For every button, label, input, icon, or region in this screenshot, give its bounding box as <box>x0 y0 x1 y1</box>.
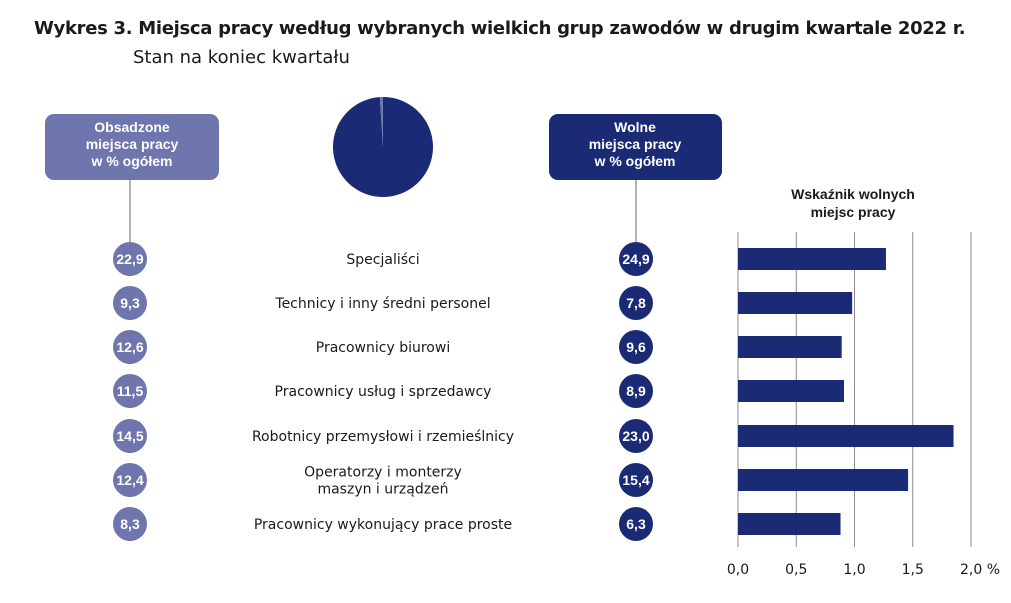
category-label: Specjaliści <box>346 252 419 268</box>
vacant-share-label: 7,8 <box>626 295 646 311</box>
category-label: Pracownicy biurowi <box>316 340 450 356</box>
x-tick-label: 2,0 % <box>960 562 1000 578</box>
vacancy-rate-title: miejsc pracy <box>811 204 896 220</box>
vacant-share-marker <box>619 419 653 453</box>
category-label: Pracownicy usług i sprzedawcy <box>275 384 492 400</box>
chart-title: Wykres 3. Miejsca pracy według wybranych… <box>34 18 966 39</box>
occupied-share-label: 12,6 <box>116 339 143 355</box>
vacancy-rate-bar <box>738 513 841 535</box>
vacant-share-label: 23,0 <box>622 428 649 444</box>
vacant-share-marker <box>619 374 653 408</box>
vacant-share-label: 8,9 <box>626 383 646 399</box>
occupied-share-marker <box>113 242 147 276</box>
occupied-share-marker <box>113 507 147 541</box>
occupied-share-marker <box>113 374 147 408</box>
vacant-share-marker <box>619 286 653 320</box>
category-label: Operatorzy i monterzy <box>304 465 462 481</box>
vacancy-rate-bar <box>738 469 909 491</box>
occupied-share-label: 14,5 <box>116 428 143 444</box>
vacancy-rate-bar <box>738 292 853 314</box>
vacancy-rate-bar <box>738 336 842 358</box>
x-tick-label: 0,0 <box>727 562 749 578</box>
occupied-header-box <box>45 114 219 180</box>
occupied-header-line: w % ogółem <box>91 153 173 169</box>
pie-slice-vacant <box>379 97 383 147</box>
x-tick-label: 1,0 <box>843 562 865 578</box>
vacant-header-line: w % ogółem <box>594 153 676 169</box>
vacancy-rate-bar <box>738 248 886 270</box>
vacant-share-marker <box>619 507 653 541</box>
vacant-share-label: 9,6 <box>626 339 646 355</box>
x-tick-label: 0,5 <box>785 562 807 578</box>
occupied-share-marker <box>113 330 147 364</box>
occupied-share-marker <box>113 463 147 497</box>
category-label: maszyn i urządzeń <box>317 482 448 498</box>
occupied-share-marker <box>113 419 147 453</box>
vacant-share-label: 6,3 <box>626 516 646 532</box>
occupied-header-line: Obsadzone <box>94 119 170 135</box>
vacant-header-line: miejsca pracy <box>589 136 682 152</box>
vacant-header-box <box>549 114 722 180</box>
vacancy-rate-bar <box>738 380 845 402</box>
occupied-share-label: 12,4 <box>116 472 143 488</box>
category-label: Robotnicy przemysłowi i rzemieślnicy <box>252 429 514 445</box>
occupied-share-label: 9,3 <box>120 295 140 311</box>
chart-subtitle: Stan na koniec kwartału <box>133 47 350 68</box>
category-label: Pracownicy wykonujący prace proste <box>254 517 512 533</box>
vacant-share-label: 15,4 <box>622 472 649 488</box>
vacant-share-label: 24,9 <box>622 251 649 267</box>
occupied-share-label: 11,5 <box>117 383 144 399</box>
vacant-share-marker <box>619 463 653 497</box>
x-tick-label: 1,5 <box>902 562 924 578</box>
occupied-share-label: 22,9 <box>116 251 143 267</box>
occupied-share-label: 8,3 <box>120 516 140 532</box>
category-label: Technicy i inny średni personel <box>274 296 490 312</box>
occupied-header-line: miejsca pracy <box>86 136 179 152</box>
vacancy-rate-title: Wskaźnik wolnych <box>791 186 915 202</box>
vacancy-rate-bar <box>738 425 954 447</box>
vacant-header-line: Wolne <box>614 119 656 135</box>
vacant-share-marker <box>619 242 653 276</box>
vacant-share-marker <box>619 330 653 364</box>
occupied-share-marker <box>113 286 147 320</box>
